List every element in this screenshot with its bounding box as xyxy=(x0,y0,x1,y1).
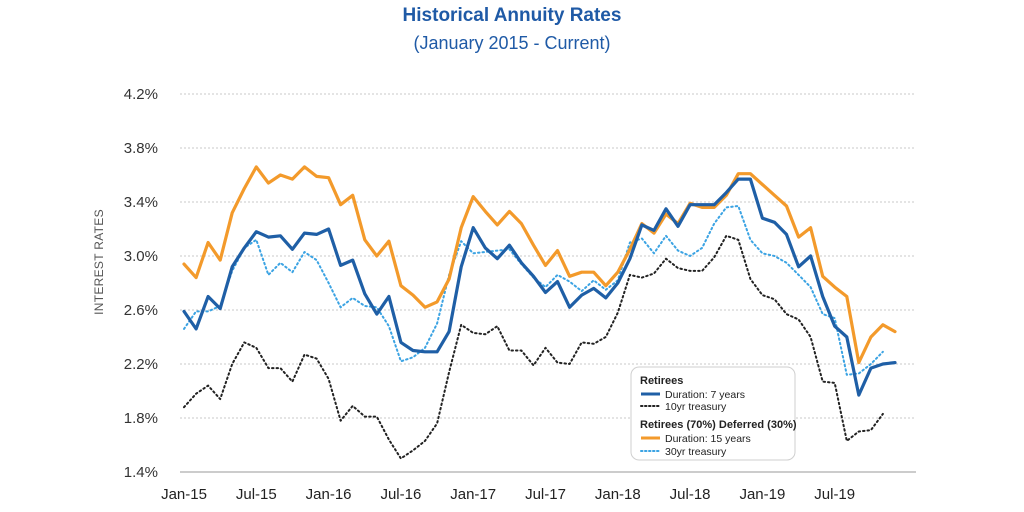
legend-label-7yr: Duration: 7 years xyxy=(665,389,745,401)
legend-label-15yr: Duration: 15 years xyxy=(665,433,751,445)
series-line-30yr-treasury xyxy=(183,205,884,376)
y-tick-label: 1.8% xyxy=(124,410,158,427)
x-tick-label: Jan-15 xyxy=(161,486,207,503)
y-tick-label: 2.6% xyxy=(124,302,158,319)
y-tick-label: 1.4% xyxy=(124,464,158,481)
x-tick-label: Jul-16 xyxy=(380,486,421,503)
y-tick-label: 4.2% xyxy=(124,86,158,103)
legend-label-30yr: 30yr treasury xyxy=(665,446,727,458)
series-line-duration-7-years xyxy=(182,177,897,397)
chart-header: Historical Annuity Rates (January 2015 -… xyxy=(0,0,1024,54)
series-line-duration-15-years xyxy=(182,165,897,365)
legend: Retirees Duration: 7 years 10yr treasury… xyxy=(630,366,797,461)
chart-subtitle: (January 2015 - Current) xyxy=(413,33,611,53)
x-tick-label: Jul-17 xyxy=(525,486,566,503)
y-tick-label: 2.2% xyxy=(124,356,158,373)
x-tick-label: Jan-19 xyxy=(739,486,785,503)
x-tick-label: Jan-16 xyxy=(306,486,352,503)
x-axis-ticks: Jan-15 Jul-15 Jan-16 Jul-16 Jan-17 Jul-17 Jan-… xyxy=(161,486,855,503)
x-tick-label: Jul-19 xyxy=(814,486,855,503)
series-line-10yr-treasury xyxy=(183,234,884,460)
legend-group1-title: Retirees xyxy=(640,375,683,387)
x-tick-label: Jan-17 xyxy=(450,486,496,503)
series-lines xyxy=(182,165,897,460)
legend-box xyxy=(630,366,796,461)
y-axis-label: INTEREST RATES xyxy=(92,209,106,315)
grid-lines xyxy=(180,93,916,419)
legend-group2-title: Retirees (70%) Deferred (30%) xyxy=(640,419,797,431)
y-axis-ticks: 4.2% 3.8% 3.4% 3.0% 2.6% 2.2% 1.8% 1.4% xyxy=(124,86,158,481)
x-tick-label: Jan-18 xyxy=(595,486,641,503)
y-tick-label: 3.4% xyxy=(124,194,158,211)
legend-label-10yr: 10yr treasury xyxy=(665,401,727,413)
y-tick-label: 3.8% xyxy=(124,140,158,157)
x-tick-label: Jul-15 xyxy=(236,486,277,503)
x-tick-label: Jul-18 xyxy=(670,486,711,503)
y-tick-label: 3.0% xyxy=(124,248,158,265)
chart-title: Historical Annuity Rates xyxy=(402,5,622,26)
